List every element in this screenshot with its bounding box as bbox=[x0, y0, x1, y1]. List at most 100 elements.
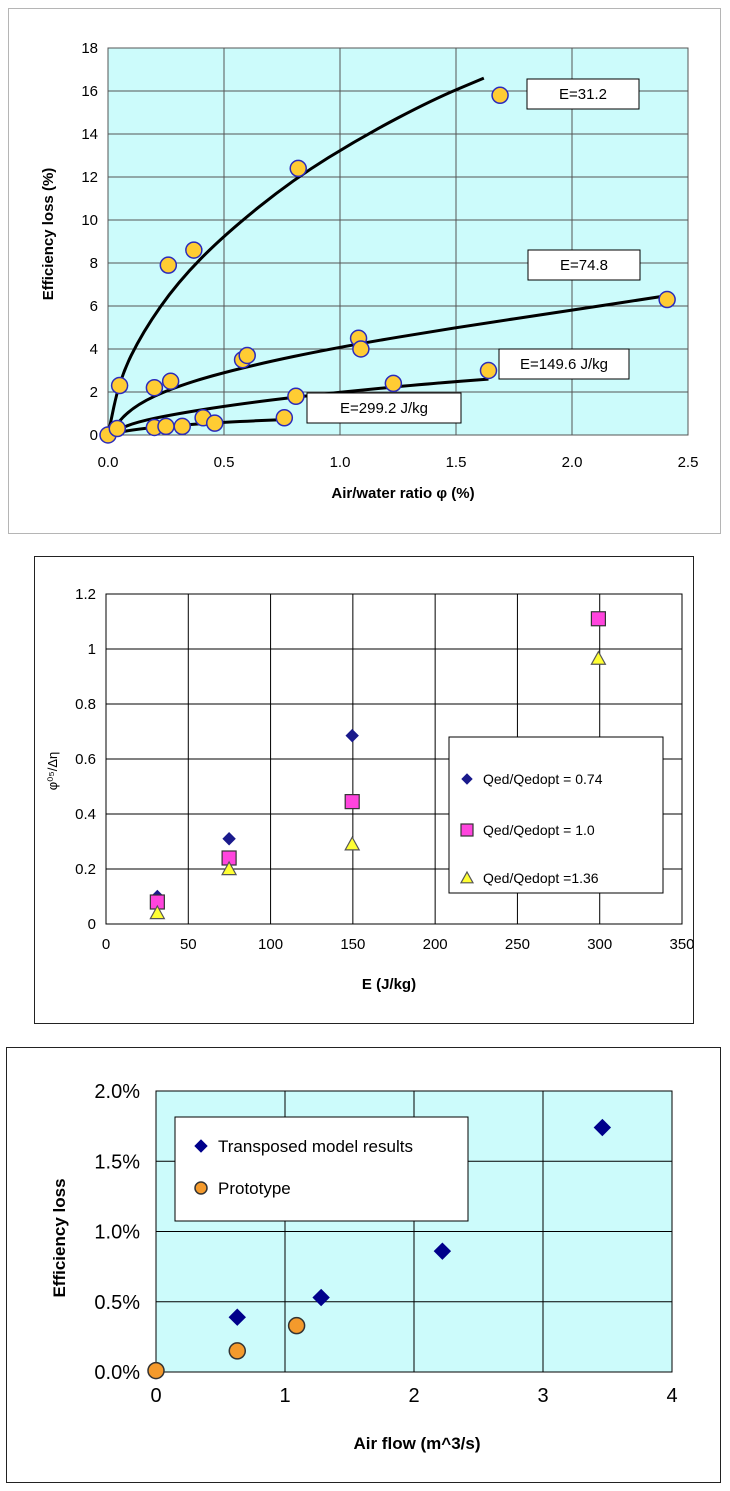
legend: Transposed model results Prototype bbox=[174, 1116, 469, 1222]
data-point bbox=[275, 409, 294, 427]
annotation-label: E=74.8 bbox=[560, 257, 608, 274]
x-tick-label: 200 bbox=[423, 936, 448, 953]
y-tick-label: 0 bbox=[90, 427, 98, 444]
data-point bbox=[147, 1361, 165, 1380]
annotation-box bbox=[526, 78, 640, 110]
data-point bbox=[590, 650, 607, 665]
y-tick-label: 14 bbox=[81, 126, 98, 143]
data-point bbox=[173, 417, 191, 436]
data-point bbox=[159, 256, 178, 274]
data-point bbox=[238, 346, 256, 365]
x-tick-label: 100 bbox=[258, 936, 283, 953]
data-point bbox=[590, 611, 606, 627]
data-point bbox=[491, 86, 509, 105]
y-tick-label: 16 bbox=[81, 83, 98, 100]
x-tick-label: 250 bbox=[505, 936, 530, 953]
y-tick-label: 1 bbox=[88, 641, 96, 658]
y-tick-label: 0.0% bbox=[94, 1362, 140, 1384]
y-tick-label: 0.2 bbox=[75, 861, 96, 878]
legend-marker bbox=[194, 1139, 208, 1153]
legend-markers bbox=[459, 773, 475, 884]
annotation-e299: E=299.2 J/kg bbox=[306, 392, 462, 424]
annotation-e149: E=149.6 J/kg bbox=[498, 348, 630, 380]
legend-box bbox=[174, 1116, 469, 1222]
y-tick-label: 18 bbox=[81, 40, 98, 57]
chart-panel-ratio-vs-energy: 0 50 100 150 200 250 300 350 0 0.2 0.4 0.6 0.8 1 1.2 … bbox=[34, 556, 695, 1024]
data-point bbox=[287, 1316, 306, 1335]
y-tick-label: 0.8 bbox=[75, 696, 96, 713]
x-tick-labels: 0 1 2 3 4 bbox=[150, 1385, 677, 1407]
annotation-box bbox=[498, 348, 630, 380]
chart-panel-efficiency-loss-vs-air-flow: 0 1 2 3 4 0.0% 0.5% 1.0% 1.5% 2.0% Transposed mo… bbox=[6, 1047, 721, 1483]
x-tick-label: 1.0 bbox=[330, 454, 351, 471]
x-tick-label: 2.5 bbox=[678, 454, 699, 471]
data-point bbox=[345, 728, 359, 743]
data-points bbox=[99, 86, 676, 444]
y-tick-label: 0.6 bbox=[75, 751, 96, 768]
x-tick-label: 2 bbox=[408, 1385, 419, 1407]
data-point bbox=[185, 241, 203, 259]
data-point bbox=[593, 1118, 612, 1137]
data-point bbox=[205, 414, 224, 432]
y-tick-label: 2 bbox=[90, 384, 98, 401]
data-point bbox=[658, 290, 676, 309]
y-tick-label: 1.5% bbox=[94, 1151, 140, 1173]
x-axis-label: Air/water ratio φ (%) bbox=[331, 485, 474, 502]
y-tick-label: 1.2 bbox=[75, 586, 96, 603]
x-tick-labels: 0.0 0.5 1.0 1.5 2.0 2.5 bbox=[98, 454, 699, 471]
data-point bbox=[108, 419, 127, 438]
legend-label-series-1: Qed/Qedopt = 0.74 bbox=[483, 771, 603, 787]
data-points bbox=[149, 611, 607, 920]
x-tick-label: 0.0 bbox=[98, 454, 119, 471]
x-tick-label: 3 bbox=[537, 1385, 548, 1407]
legend-marker bbox=[461, 773, 473, 785]
x-tick-label: 0 bbox=[150, 1385, 161, 1407]
legend-marker bbox=[459, 870, 475, 884]
x-axis-label: Air flow (m^3/s) bbox=[353, 1434, 480, 1453]
legend-box bbox=[448, 736, 664, 894]
chart-3-svg: 0 1 2 3 4 0.0% 0.5% 1.0% 1.5% 2.0% Transposed mo… bbox=[50, 1081, 678, 1453]
x-tick-label: 0.5 bbox=[214, 454, 235, 471]
data-point bbox=[312, 1288, 330, 1307]
data-point bbox=[161, 372, 180, 390]
y-tick-label: 6 bbox=[90, 298, 98, 315]
y-axis-label: φ⁰⁵/Δη bbox=[45, 752, 60, 791]
y-tick-label: 0 bbox=[88, 916, 96, 933]
data-point bbox=[221, 860, 238, 876]
chart-2-svg: 0 50 100 150 200 250 300 350 00.20.40.60.811.2 … bbox=[45, 586, 695, 993]
legend-label-series-2: Qed/Qedopt = 1.0 bbox=[483, 822, 595, 838]
annotation-label: E=149.6 J/kg bbox=[520, 356, 608, 373]
y-axis-label: Efficiency loss bbox=[50, 1178, 69, 1297]
x-tick-label: 2.0 bbox=[562, 454, 583, 471]
x-tick-labels: 0 50 100 150 200 250 300 350 bbox=[102, 936, 695, 953]
data-point bbox=[228, 1342, 247, 1360]
chart-panel-efficiency-loss-vs-air-water-ratio: 0.0 0.5 1.0 1.5 2.0 2.5 0 2 4 6 8 10 12 14 16 18 E=31.… bbox=[8, 8, 721, 534]
y-axis-label: Efficiency loss (%) bbox=[40, 168, 57, 301]
y-tick-labels: 0.0% 0.5% 1.0% 1.5% 2.0% bbox=[94, 1081, 140, 1384]
data-point bbox=[344, 836, 361, 851]
x-tick-label: 1.5 bbox=[446, 454, 467, 471]
annotation-box bbox=[306, 392, 462, 424]
legend-marker bbox=[194, 1181, 208, 1195]
y-tick-labels: 0 0.2 0.4 0.6 0.8 1 1.2 bbox=[75, 586, 96, 933]
annotation-e31: E=31.2 bbox=[526, 78, 640, 110]
annotation-label: E=31.2 bbox=[559, 86, 607, 103]
y-tick-label: 0.4 bbox=[75, 806, 96, 823]
y-tick-label: 12 bbox=[81, 169, 98, 186]
gridlines bbox=[156, 1091, 672, 1372]
data-point bbox=[289, 159, 307, 178]
data-point bbox=[157, 417, 175, 436]
data-point bbox=[287, 387, 305, 406]
y-tick-label: 0.5% bbox=[94, 1292, 140, 1314]
fit-curve bbox=[106, 293, 670, 436]
x-axis-label: E (J/kg) bbox=[362, 976, 416, 993]
data-point bbox=[145, 378, 164, 397]
legend-label-series-2: Prototype bbox=[218, 1179, 291, 1198]
data-point bbox=[384, 374, 403, 393]
y-tick-label: 1.0% bbox=[94, 1222, 140, 1244]
legend: Qed/Qedopt = 0.74 Qed/Qedopt = 1.0 Qed/Q… bbox=[448, 736, 664, 894]
x-tick-label: 300 bbox=[587, 936, 612, 953]
annotation-label: E=299.2 J/kg bbox=[340, 400, 428, 417]
data-point bbox=[352, 340, 370, 358]
x-tick-label: 50 bbox=[180, 936, 197, 953]
